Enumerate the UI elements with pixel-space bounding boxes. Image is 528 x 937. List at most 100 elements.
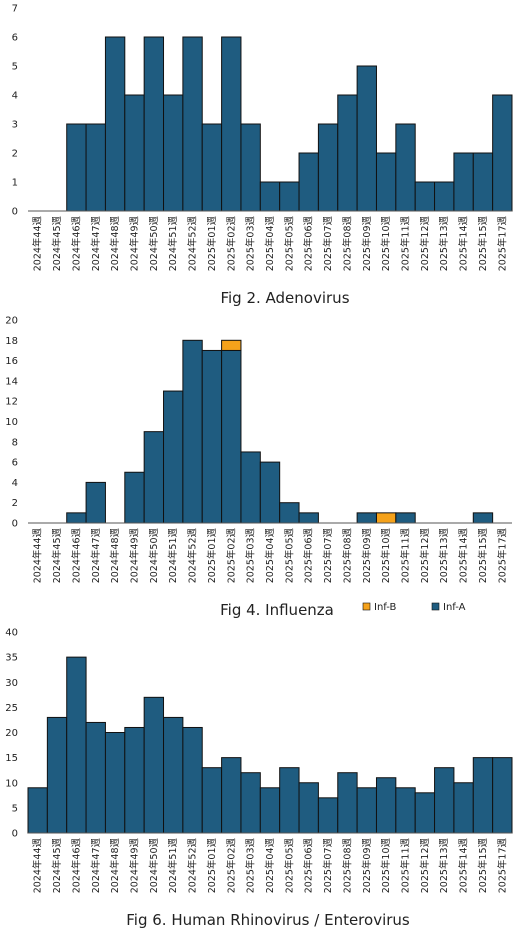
figure-caption: Fig 4. Influenza — [220, 601, 334, 619]
x-tick-label: 2024年45週 — [51, 216, 63, 272]
x-tick-label: 2025年17週 — [496, 838, 508, 894]
y-tick-label: 3 — [12, 120, 18, 131]
bar — [279, 181, 300, 212]
x-tick-label: 2025年13週 — [438, 838, 450, 894]
bar — [27, 787, 48, 834]
y-tick-label: 7 — [12, 4, 18, 15]
y-tick-label: 15 — [5, 753, 18, 764]
x-tick-label: 2024年48週 — [109, 216, 121, 272]
bar — [472, 152, 494, 212]
bar — [201, 123, 223, 212]
x-tick-label: 2025年13週 — [438, 528, 450, 584]
adenovirus-chart: 0 1 2 3 4 5 6 7 2024年44週 2024年45週 2024年46週 2024年47週… — [12, 4, 513, 307]
x-tick-label: 2024年46週 — [70, 216, 82, 272]
x-tick-label: 2025年01週 — [206, 838, 218, 894]
legend-label: Inf-B — [374, 602, 397, 613]
bar-inf-a — [201, 349, 223, 524]
bar — [337, 772, 358, 834]
x-tick-label: 2024年49週 — [128, 838, 140, 894]
bar — [259, 787, 281, 834]
x-tick-label: 2025年06週 — [303, 528, 315, 584]
legend-label: Inf-A — [443, 602, 466, 613]
x-tick-label: 2025年05週 — [283, 528, 295, 584]
y-tick-label: 8 — [12, 437, 18, 448]
x-tick-label: 2024年50週 — [148, 528, 160, 584]
x-tick-label: 2025年04週 — [264, 216, 276, 272]
bar — [85, 721, 106, 834]
y-tick-label: 4 — [12, 478, 18, 489]
bar — [163, 94, 184, 212]
bar — [124, 726, 145, 834]
bar-inf-a — [472, 512, 494, 524]
bar-inf-a — [221, 349, 242, 524]
x-tick-label: 2025年15週 — [477, 216, 489, 272]
x-tick-label: 2025年07週 — [322, 838, 334, 894]
x-tick-label: 2025年14週 — [458, 838, 470, 894]
x-tick-label: 2025年03週 — [245, 216, 257, 272]
x-tick-label: 2025年08週 — [341, 838, 353, 894]
x-tick-label: 2025年17週 — [496, 216, 508, 272]
bar — [85, 123, 106, 212]
bar — [221, 36, 242, 212]
y-tick-label: 35 — [5, 653, 18, 664]
bar — [434, 181, 455, 212]
y-tick-label: 2 — [12, 498, 18, 509]
y-tick-label: 5 — [12, 803, 18, 814]
x-tick-label: 2025年02週 — [225, 528, 237, 584]
bar — [492, 757, 513, 834]
bar — [375, 152, 397, 212]
bar-inf-a — [163, 390, 184, 524]
x-tick-label: 2025年03週 — [245, 838, 257, 894]
bar — [124, 94, 145, 212]
x-tick-label: 2024年52週 — [187, 216, 199, 272]
bar-inf-a — [298, 512, 319, 524]
y-tick-label: 14 — [5, 376, 18, 387]
x-tick-label: 2024年45週 — [51, 528, 63, 584]
x-tick-label: 2025年09週 — [361, 216, 373, 272]
bar — [414, 792, 436, 834]
x-tick-label: 2025年12週 — [419, 216, 431, 272]
x-tick-label: 2025年05週 — [283, 216, 295, 272]
y-tick-label: 4 — [12, 91, 18, 102]
rhinovirus-enterovirus-chart: 0 5 10 15 20 25 30 35 40 2024年44週 2024年45週 2024年46週… — [5, 628, 513, 929]
x-tick-label: 2024年44週 — [32, 528, 44, 584]
legend-swatch — [362, 602, 371, 611]
bar-inf-a — [143, 431, 165, 524]
bar — [414, 181, 436, 212]
figure-caption: Fig 2. Adenovirus — [220, 289, 349, 307]
y-tick-label: 20 — [5, 316, 18, 327]
y-tick-label: 0 — [12, 519, 18, 530]
x-tick-label: 2025年11週 — [400, 216, 412, 272]
x-tick-label: 2025年13週 — [438, 216, 450, 272]
bar — [66, 656, 87, 834]
x-tick-label: 2025年10週 — [380, 216, 392, 272]
x-tick-label: 2024年49週 — [128, 216, 140, 272]
bar — [317, 123, 339, 212]
bar — [46, 716, 68, 834]
bar-inf-a — [85, 481, 106, 524]
bar — [298, 152, 319, 212]
y-tick-label: 30 — [5, 678, 18, 689]
x-tick-label: 2024年51週 — [167, 528, 179, 584]
bar — [453, 152, 474, 212]
x-tick-label: 2025年07週 — [322, 528, 334, 584]
x-tick-label: 2024年51週 — [167, 838, 179, 894]
bar — [337, 94, 358, 212]
x-tick-label: 2025年09週 — [361, 528, 373, 584]
x-tick-label: 2025年04週 — [264, 528, 276, 584]
x-tick-label: 2025年05週 — [283, 838, 295, 894]
bar-inf-b — [221, 339, 242, 351]
x-tick-label: 2025年12週 — [419, 528, 431, 584]
y-tick-label: 6 — [12, 33, 18, 44]
bar — [259, 181, 281, 212]
x-tick-label: 2024年45週 — [51, 838, 63, 894]
x-tick-label: 2025年08週 — [341, 528, 353, 584]
bar — [356, 787, 377, 834]
y-tick-label: 25 — [5, 703, 18, 714]
bar — [104, 732, 126, 834]
x-tick-label: 2025年01週 — [206, 216, 218, 272]
bar-inf-a — [240, 451, 261, 524]
x-tick-label: 2024年47週 — [90, 216, 102, 272]
x-tick-label: 2025年07週 — [322, 216, 334, 272]
x-tick-label: 2025年08週 — [341, 216, 353, 272]
